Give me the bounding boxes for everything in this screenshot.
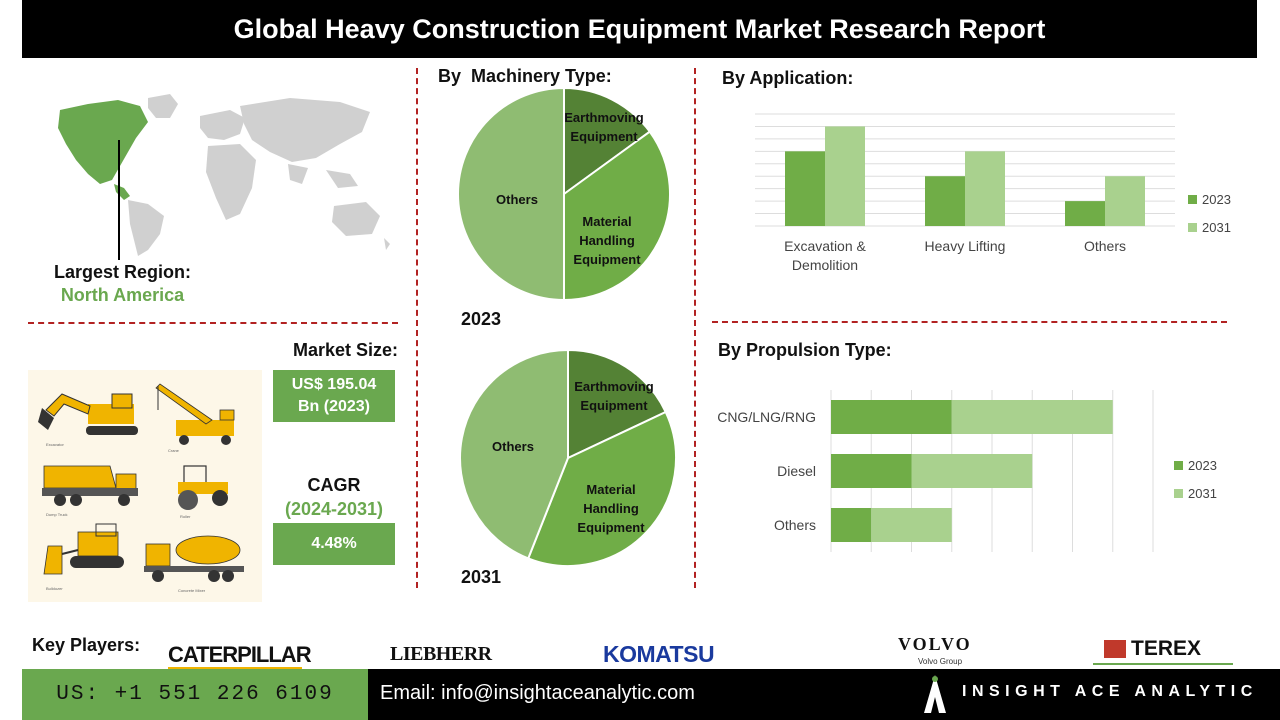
bulldozer-caption: Bulldozer [46, 586, 63, 591]
caterpillar-logo-mark [168, 667, 302, 669]
prop-bar-1-0 [831, 454, 912, 488]
machinery-title: By Machinery Type: [438, 66, 612, 86]
volvo-group-caption: Volvo Group [918, 657, 963, 666]
app-tick-label: Others [1084, 238, 1126, 254]
excavator-icon [38, 393, 138, 435]
propulsion-title: By Propulsion Type: [718, 340, 892, 360]
cagr-period: (2024-2031) [284, 499, 384, 519]
liebherr-logo: LIEBHERR [390, 643, 492, 665]
app-tick-label: Heavy Lifting [925, 238, 1006, 254]
market-size-value: US$ 195.04 Bn (2023) [273, 370, 395, 422]
app-legend-swatch [1188, 195, 1197, 204]
prop-bar-0-0 [831, 400, 952, 434]
prop-legend-label: 2023 [1188, 458, 1217, 473]
footer-brand: INSIGHT ACE ANALYTIC [962, 683, 1258, 700]
pie2-label-material: Material Handling Equipment [577, 482, 645, 535]
pie-slice-2 [458, 88, 565, 302]
concrete-mixer-caption: Concrete Mixer [178, 588, 206, 593]
pie-2031-year: 2031 [461, 567, 502, 587]
largest-region-label: Largest Region: [53, 262, 191, 282]
app-bar-0-1 [825, 126, 865, 226]
excavator-caption: Excavator [46, 442, 64, 447]
prop-legend-swatch [1174, 461, 1183, 470]
app-bar-2-0 [1065, 201, 1105, 226]
divider-right [694, 68, 696, 588]
crane-icon [155, 383, 235, 445]
prop-legend-label: 2031 [1188, 486, 1217, 501]
pie-slice-0 [563, 88, 652, 196]
pie-chart-2031 [460, 350, 677, 567]
pie1-label-others: Others [496, 192, 538, 207]
dump-truck-icon [42, 465, 138, 506]
pie-slice-0 [567, 350, 668, 460]
application-title: By Application: [722, 68, 854, 88]
prop-tick-label: CNG/LNG/RNG [717, 409, 816, 425]
largest-region-value: North America [60, 285, 185, 305]
pie-2023-year: 2023 [461, 309, 502, 329]
prop-tick-label: Others [774, 517, 816, 533]
cagr-label: CAGR [307, 475, 361, 495]
prop-bar-2-1 [871, 508, 952, 542]
app-legend-swatch [1188, 223, 1197, 232]
concrete-mixer-icon [144, 535, 244, 582]
prop-tick-label: Diesel [777, 463, 816, 479]
divider-region [28, 322, 398, 324]
market-size-line1: US$ 195.04 [291, 376, 377, 393]
dump-truck-caption: Dump Truck [46, 512, 68, 517]
footer-bar: Email: info@insightaceanalytic.com INSIG… [368, 669, 1280, 720]
prop-legend-swatch [1174, 489, 1183, 498]
pie-slice-2 [460, 350, 569, 560]
app-bar-2-1 [1105, 176, 1145, 226]
app-bar-1-0 [925, 176, 965, 226]
roller-caption: Roller [180, 514, 191, 519]
world-map [58, 94, 390, 256]
app-bar-0-0 [785, 151, 825, 226]
prop-bar-1-1 [911, 454, 1033, 488]
bulldozer-icon [43, 523, 124, 575]
prop-bar-2-0 [831, 508, 872, 542]
crane-caption: Crane [168, 448, 180, 453]
divider-application [712, 321, 1227, 323]
equipment-icons: Excavator Crane Dump Truck Roller [38, 383, 244, 593]
terex-underline [1093, 663, 1233, 665]
app-tick-label: Excavation & [784, 238, 866, 254]
footer-email: Email: info@insightaceanalytic.com [380, 682, 695, 704]
pie-slice-1 [563, 130, 671, 302]
pie-chart-2023 [458, 88, 671, 302]
pie1-label-material: Material Handling Equipment [573, 214, 641, 267]
pie-slice-1 [526, 410, 677, 567]
pie2-label-earthmoving: Earthmoving Equipment [574, 379, 654, 413]
propulsion-bar-chart: CNG/LNG/RNG Diesel Others 2023 2031 [717, 390, 1217, 552]
pie1-label-earthmoving: Earthmoving Equipment [564, 110, 644, 144]
app-tick-label: Demolition [792, 257, 858, 273]
app-bar-1-1 [965, 151, 1005, 226]
market-size-label: Market Size: [292, 340, 398, 360]
footer-phone: US: +1 551 226 6109 [22, 669, 368, 720]
caterpillar-logo: CATERPILLAR [168, 642, 312, 667]
divider-left [416, 68, 418, 588]
app-legend-label: 2031 [1202, 220, 1231, 235]
volvo-logo: VOLVO [898, 634, 972, 654]
komatsu-logo: KOMATSU [603, 641, 715, 667]
region-pointer-line [118, 140, 120, 260]
application-bar-chart: Excavation & Demolition Heavy Lifting Other… [755, 113, 1231, 273]
app-legend-label: 2023 [1202, 192, 1231, 207]
page-title: Global Heavy Construction Equipment Mark… [22, 0, 1257, 58]
cagr-value: 4.48% [273, 523, 395, 565]
roller-icon [178, 465, 228, 510]
terex-logo: TEREX [1131, 637, 1202, 660]
equipment-illustration: Excavator Crane Dump Truck Roller [28, 370, 262, 602]
pie2-label-others: Others [492, 439, 534, 454]
prop-bar-0-1 [951, 400, 1113, 434]
brand-logo-icon [924, 675, 946, 713]
terex-logo-mark [1104, 640, 1126, 658]
key-players-label: Key Players: [32, 635, 141, 655]
market-size-line2: Bn (2023) [297, 398, 371, 415]
